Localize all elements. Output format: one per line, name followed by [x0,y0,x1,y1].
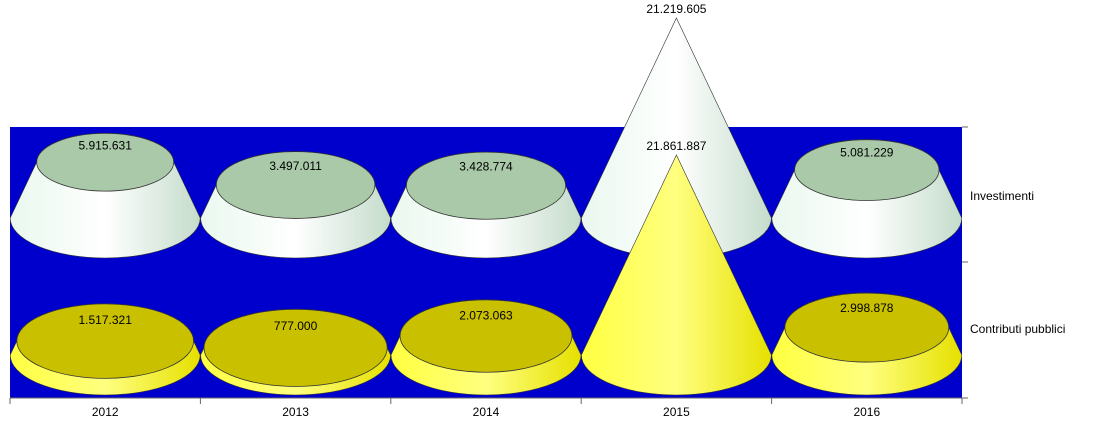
data-label: 5.915.631 [79,139,133,153]
cone-top [399,299,573,373]
data-label: 21.219.605 [646,2,706,16]
legend-label: Investimenti [970,189,1034,203]
x-tick-label: 2013 [282,405,309,419]
cone-side [581,154,772,396]
data-label: 2.998.878 [840,301,894,315]
legend-label: Contributi pubblici [970,322,1065,336]
cone-top [784,292,950,363]
cone-top [203,308,388,387]
cone-top [36,132,175,192]
data-label: 3.428.774 [459,159,513,173]
data-label: 21.861.887 [646,139,706,153]
axis [10,126,968,399]
data-label: 2.073.063 [459,308,513,322]
x-tick-label: 2012 [92,405,119,419]
x-tick-label: 2015 [663,405,690,419]
data-label: 777.000 [274,319,318,333]
cone-top [794,139,940,201]
cone-top [405,151,567,220]
data-label: 3.497.011 [269,159,322,173]
data-label: 1.517.321 [79,313,133,327]
x-tick-label: 2014 [473,405,500,419]
x-tick-label: 2016 [853,405,880,419]
cone-top [215,151,376,219]
data-label: 5.081.229 [840,146,894,160]
cone-top [16,303,195,379]
